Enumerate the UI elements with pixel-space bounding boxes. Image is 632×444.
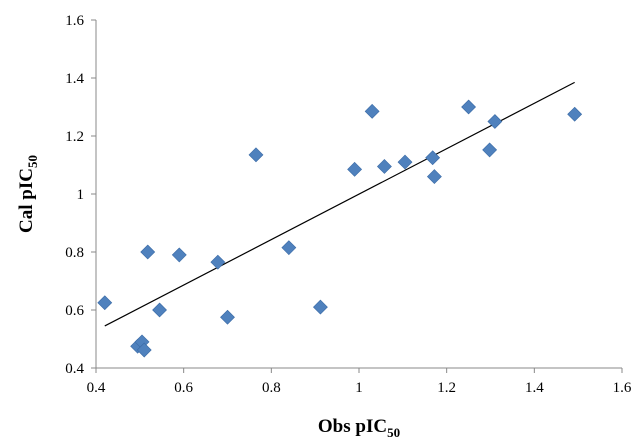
x-tick-label: 0.4: [87, 380, 106, 396]
x-tick-label: 1.6: [613, 380, 632, 396]
y-tick-label: 1: [77, 187, 85, 203]
data-point: [376, 159, 392, 174]
y-axis-title-subscript: 50: [25, 155, 40, 168]
y-tick-label: 0.8: [65, 245, 84, 261]
data-point: [281, 240, 297, 256]
y-axis-title-main: Cal pIC: [16, 168, 37, 233]
data-point: [347, 161, 363, 177]
x-tick-marks: [95, 368, 623, 373]
x-tick-label: 0.8: [262, 380, 281, 396]
y-tick-label: 0.4: [65, 361, 84, 377]
x-tick-label: 1.2: [437, 380, 456, 396]
data-point: [152, 302, 167, 318]
data-point: [171, 247, 187, 263]
x-axis-title: Obs pIC50: [318, 416, 400, 440]
y-axis-title: Cal pIC50: [16, 155, 40, 233]
data-point: [210, 254, 226, 270]
data-point: [425, 150, 441, 166]
x-tick-label: 1.4: [525, 380, 544, 396]
data-point: [220, 309, 235, 325]
data-point: [567, 106, 583, 122]
y-tick-label: 1.6: [65, 13, 84, 29]
y-tick-label: 1.4: [65, 71, 84, 87]
data-point: [426, 169, 442, 185]
data-points: [97, 99, 583, 358]
data-point: [136, 342, 152, 358]
data-point: [461, 99, 477, 115]
data-point: [364, 103, 380, 119]
data-point: [482, 142, 498, 158]
data-point: [487, 114, 503, 129]
trend-line: [104, 81, 575, 327]
x-tick-labels: 0.4 0.6 0.8 1 1.2 1.4 1.6: [87, 380, 632, 396]
y-tick-marks: [91, 19, 96, 369]
x-tick-label: 0.6: [174, 380, 193, 396]
data-point: [140, 244, 156, 260]
x-tick-label: 1: [355, 380, 363, 396]
y-tick-label: 1.2: [65, 129, 84, 145]
data-point: [97, 295, 113, 311]
y-tick-label: 0.6: [65, 303, 84, 319]
x-axis-title-subscript: 50: [387, 425, 400, 440]
data-point: [397, 154, 413, 170]
y-tick-labels: 0.4 0.6 0.8 1 1.2 1.4 1.6: [65, 13, 84, 377]
data-point: [313, 299, 328, 315]
data-point: [248, 147, 264, 163]
x-axis-title-main: Obs pIC: [318, 416, 387, 437]
